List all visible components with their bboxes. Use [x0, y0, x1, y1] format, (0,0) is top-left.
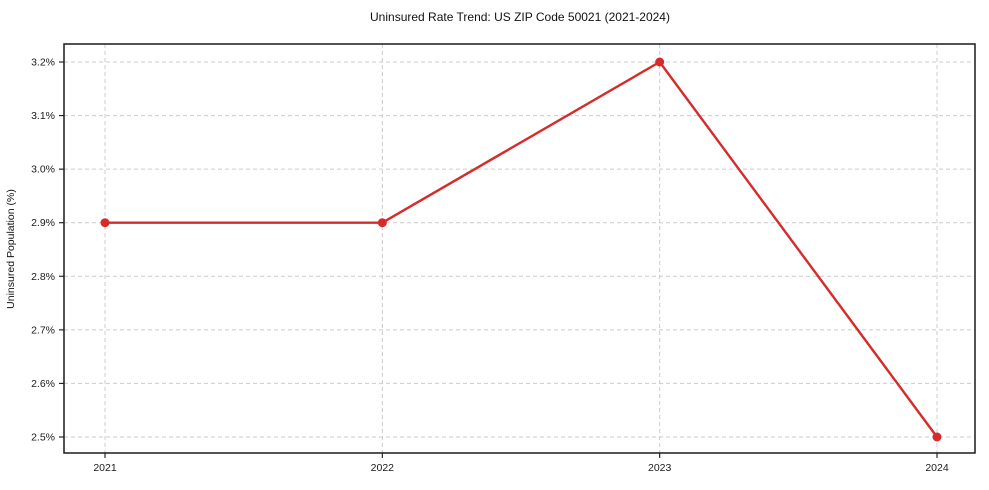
x-tick-label: 2022: [371, 462, 395, 474]
y-tick-label: 3.1%: [31, 110, 55, 122]
y-tick-label: 2.9%: [31, 217, 55, 229]
grid-layer: [64, 44, 975, 453]
y-axis-label: Uninsured Population (%): [5, 189, 17, 309]
y-tick-label: 2.5%: [31, 432, 55, 444]
y-tick-label: 2.6%: [31, 378, 55, 390]
y-tick-label: 2.7%: [31, 324, 55, 336]
y-tick-label: 3.2%: [31, 57, 55, 69]
x-tick-label: 2024: [925, 462, 949, 474]
trend-line: [103, 60, 939, 439]
chart-title: Uninsured Rate Trend: US ZIP Code 50021 …: [370, 10, 670, 24]
x-tick-label: 2021: [93, 462, 117, 474]
data-point: [932, 432, 942, 442]
x-tick-label: 2023: [648, 462, 672, 474]
data-point: [100, 218, 110, 228]
axis-layer: 2.5% 2.6% 2.7% 2.8% 2.9% 3.0% 3.1% 3.2% 2021 2022…: [31, 43, 976, 474]
y-tick-label: 2.8%: [31, 271, 55, 283]
y-tick-label: 3.0%: [31, 164, 55, 176]
series-layer: [100, 57, 942, 442]
data-point: [655, 57, 665, 67]
data-point: [377, 218, 387, 228]
plot-border: [63, 43, 976, 454]
